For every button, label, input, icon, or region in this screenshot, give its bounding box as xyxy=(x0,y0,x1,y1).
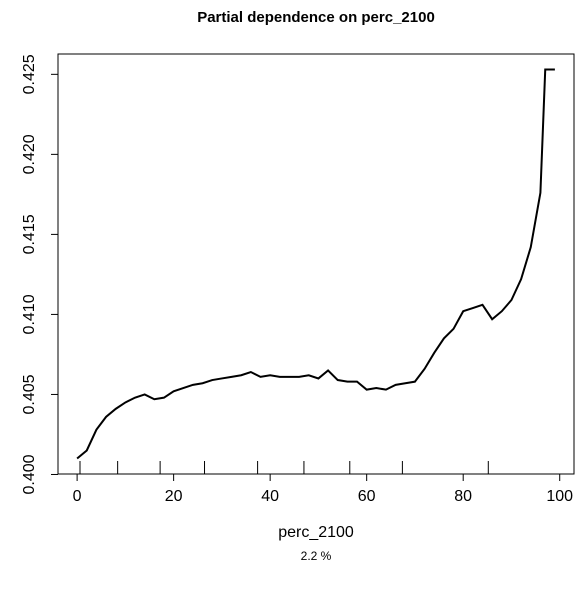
plot-box xyxy=(57,53,575,475)
y-tick-label: 0.425 xyxy=(21,54,38,94)
y-tick-label: 0.400 xyxy=(21,454,38,494)
subtitle: 2.2 % xyxy=(301,549,332,563)
x-tick-label: 100 xyxy=(546,488,573,505)
x-tick-label: 60 xyxy=(358,488,376,505)
y-tick-label: 0.405 xyxy=(21,374,38,414)
y-tick-label: 0.415 xyxy=(21,214,38,254)
x-axis-label: perc_2100 xyxy=(278,524,354,541)
chart-title: Partial dependence on perc_2100 xyxy=(197,9,435,26)
y-tick-label: 0.410 xyxy=(21,294,38,334)
x-tick-label: 20 xyxy=(165,488,183,505)
x-tick-label: 40 xyxy=(261,488,279,505)
y-tick-label: 0.420 xyxy=(21,134,38,174)
x-tick-label: 0 xyxy=(73,488,82,505)
x-tick-label: 80 xyxy=(454,488,472,505)
line xyxy=(76,68,555,460)
